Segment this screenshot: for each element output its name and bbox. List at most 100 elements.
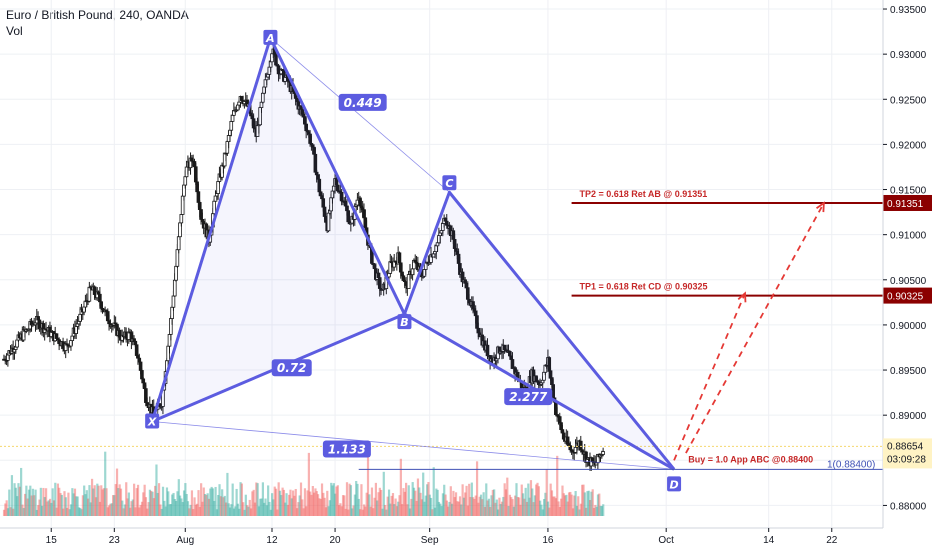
volume-bar [497, 509, 500, 516]
volume-bar [587, 490, 590, 516]
volume-bar [173, 499, 176, 516]
volume-bar [276, 509, 279, 516]
volume-bar [130, 501, 133, 516]
volume-bar [236, 503, 240, 516]
volume-bar [427, 482, 430, 516]
volume-bar [26, 498, 29, 516]
volume-bar [35, 509, 38, 516]
y-tick-label: 0.91500 [890, 186, 927, 197]
volume-bar [225, 502, 228, 516]
volume-bar [209, 488, 212, 516]
volume-bar [527, 483, 530, 516]
target-badge-text-1: 0.91351 [887, 199, 924, 210]
volume-bar [84, 494, 87, 516]
volume-bar [449, 486, 452, 516]
volume-bar [544, 492, 547, 516]
volume-bar [507, 505, 510, 516]
volume-bar [575, 505, 579, 516]
volume-bar [202, 487, 205, 516]
volume-bar [339, 503, 342, 516]
volume-bar [322, 492, 325, 516]
candle-body [54, 333, 59, 339]
pattern-ac-line [270, 37, 450, 193]
volume-bar [52, 500, 56, 516]
volume-bar [85, 490, 88, 516]
volume-bar [535, 484, 538, 516]
volume-bar [123, 504, 127, 516]
volume-bar [227, 503, 230, 516]
volume-bar [460, 504, 463, 516]
volume-bar [483, 506, 487, 516]
volume-bar [180, 498, 183, 516]
volume-bar [231, 483, 234, 516]
volume-bar [539, 500, 542, 516]
volume-bar [190, 490, 194, 516]
volume-bar [453, 497, 456, 516]
volume-bar [105, 488, 108, 516]
volume-bar [578, 509, 581, 516]
volume-bar [27, 489, 31, 516]
volume-bar [200, 483, 203, 516]
volume-bar [315, 491, 318, 516]
volume-bar [97, 485, 100, 516]
volume-bar [256, 483, 259, 516]
volume-bar [466, 505, 469, 516]
volume-bar [152, 498, 155, 516]
volume-bar [473, 498, 476, 516]
volume-bar [228, 507, 232, 516]
point-label-D: D [670, 478, 679, 491]
volume-bar [579, 503, 582, 516]
volume-bar [478, 496, 481, 516]
volume-bar [439, 503, 442, 516]
volume-bar [117, 488, 120, 516]
volume-bar [541, 509, 544, 516]
volume-bar [89, 502, 92, 516]
volume-bar [150, 490, 153, 516]
volume-bar [106, 507, 109, 516]
volume-bar [181, 502, 184, 516]
volume-bar [135, 488, 138, 516]
projection-arrowhead-1 [737, 291, 747, 303]
volume-bar [290, 498, 293, 516]
volume-bar [462, 497, 466, 516]
target-label-1: TP2 = 0.618 Ret AB @ 0.91351 [579, 189, 707, 199]
volume-bar [277, 482, 280, 516]
volume-bar [397, 501, 400, 516]
volume-bar [211, 488, 215, 516]
volume-bar [30, 495, 33, 516]
volume-bar [289, 489, 292, 516]
pattern-xd-line [152, 421, 675, 470]
volume-bar [253, 502, 257, 516]
volume-bar [368, 494, 371, 516]
volume-bar [247, 506, 250, 516]
volume-bar [489, 506, 492, 516]
volume-bar [408, 508, 412, 516]
volume-bar [549, 483, 552, 516]
volume-bar [380, 489, 383, 516]
volume-bar [134, 507, 137, 516]
volume-bar [109, 503, 112, 516]
volume-bar [215, 509, 219, 516]
volume-bar [210, 486, 213, 516]
volume-bar [94, 497, 98, 516]
volume-bar [163, 500, 166, 516]
volume-label: Vol [6, 24, 23, 38]
volume-bar [443, 484, 446, 516]
ratio-label-1.133: 1.133 [328, 442, 366, 456]
volume-bar [335, 486, 338, 516]
volume-bar [222, 497, 225, 516]
volume-bar [447, 506, 450, 516]
volume-bar [403, 491, 406, 516]
volume-bar [468, 483, 471, 516]
volume-bar [503, 483, 506, 516]
volume-bar [582, 484, 585, 516]
volume-bar [558, 506, 561, 516]
volume-bar [22, 508, 25, 516]
volume-bar [133, 483, 136, 516]
volume-bar [366, 452, 370, 516]
volume-bar [569, 491, 572, 516]
volume-bar [129, 507, 132, 516]
volume-bar [214, 486, 217, 516]
volume-bar [251, 491, 254, 516]
